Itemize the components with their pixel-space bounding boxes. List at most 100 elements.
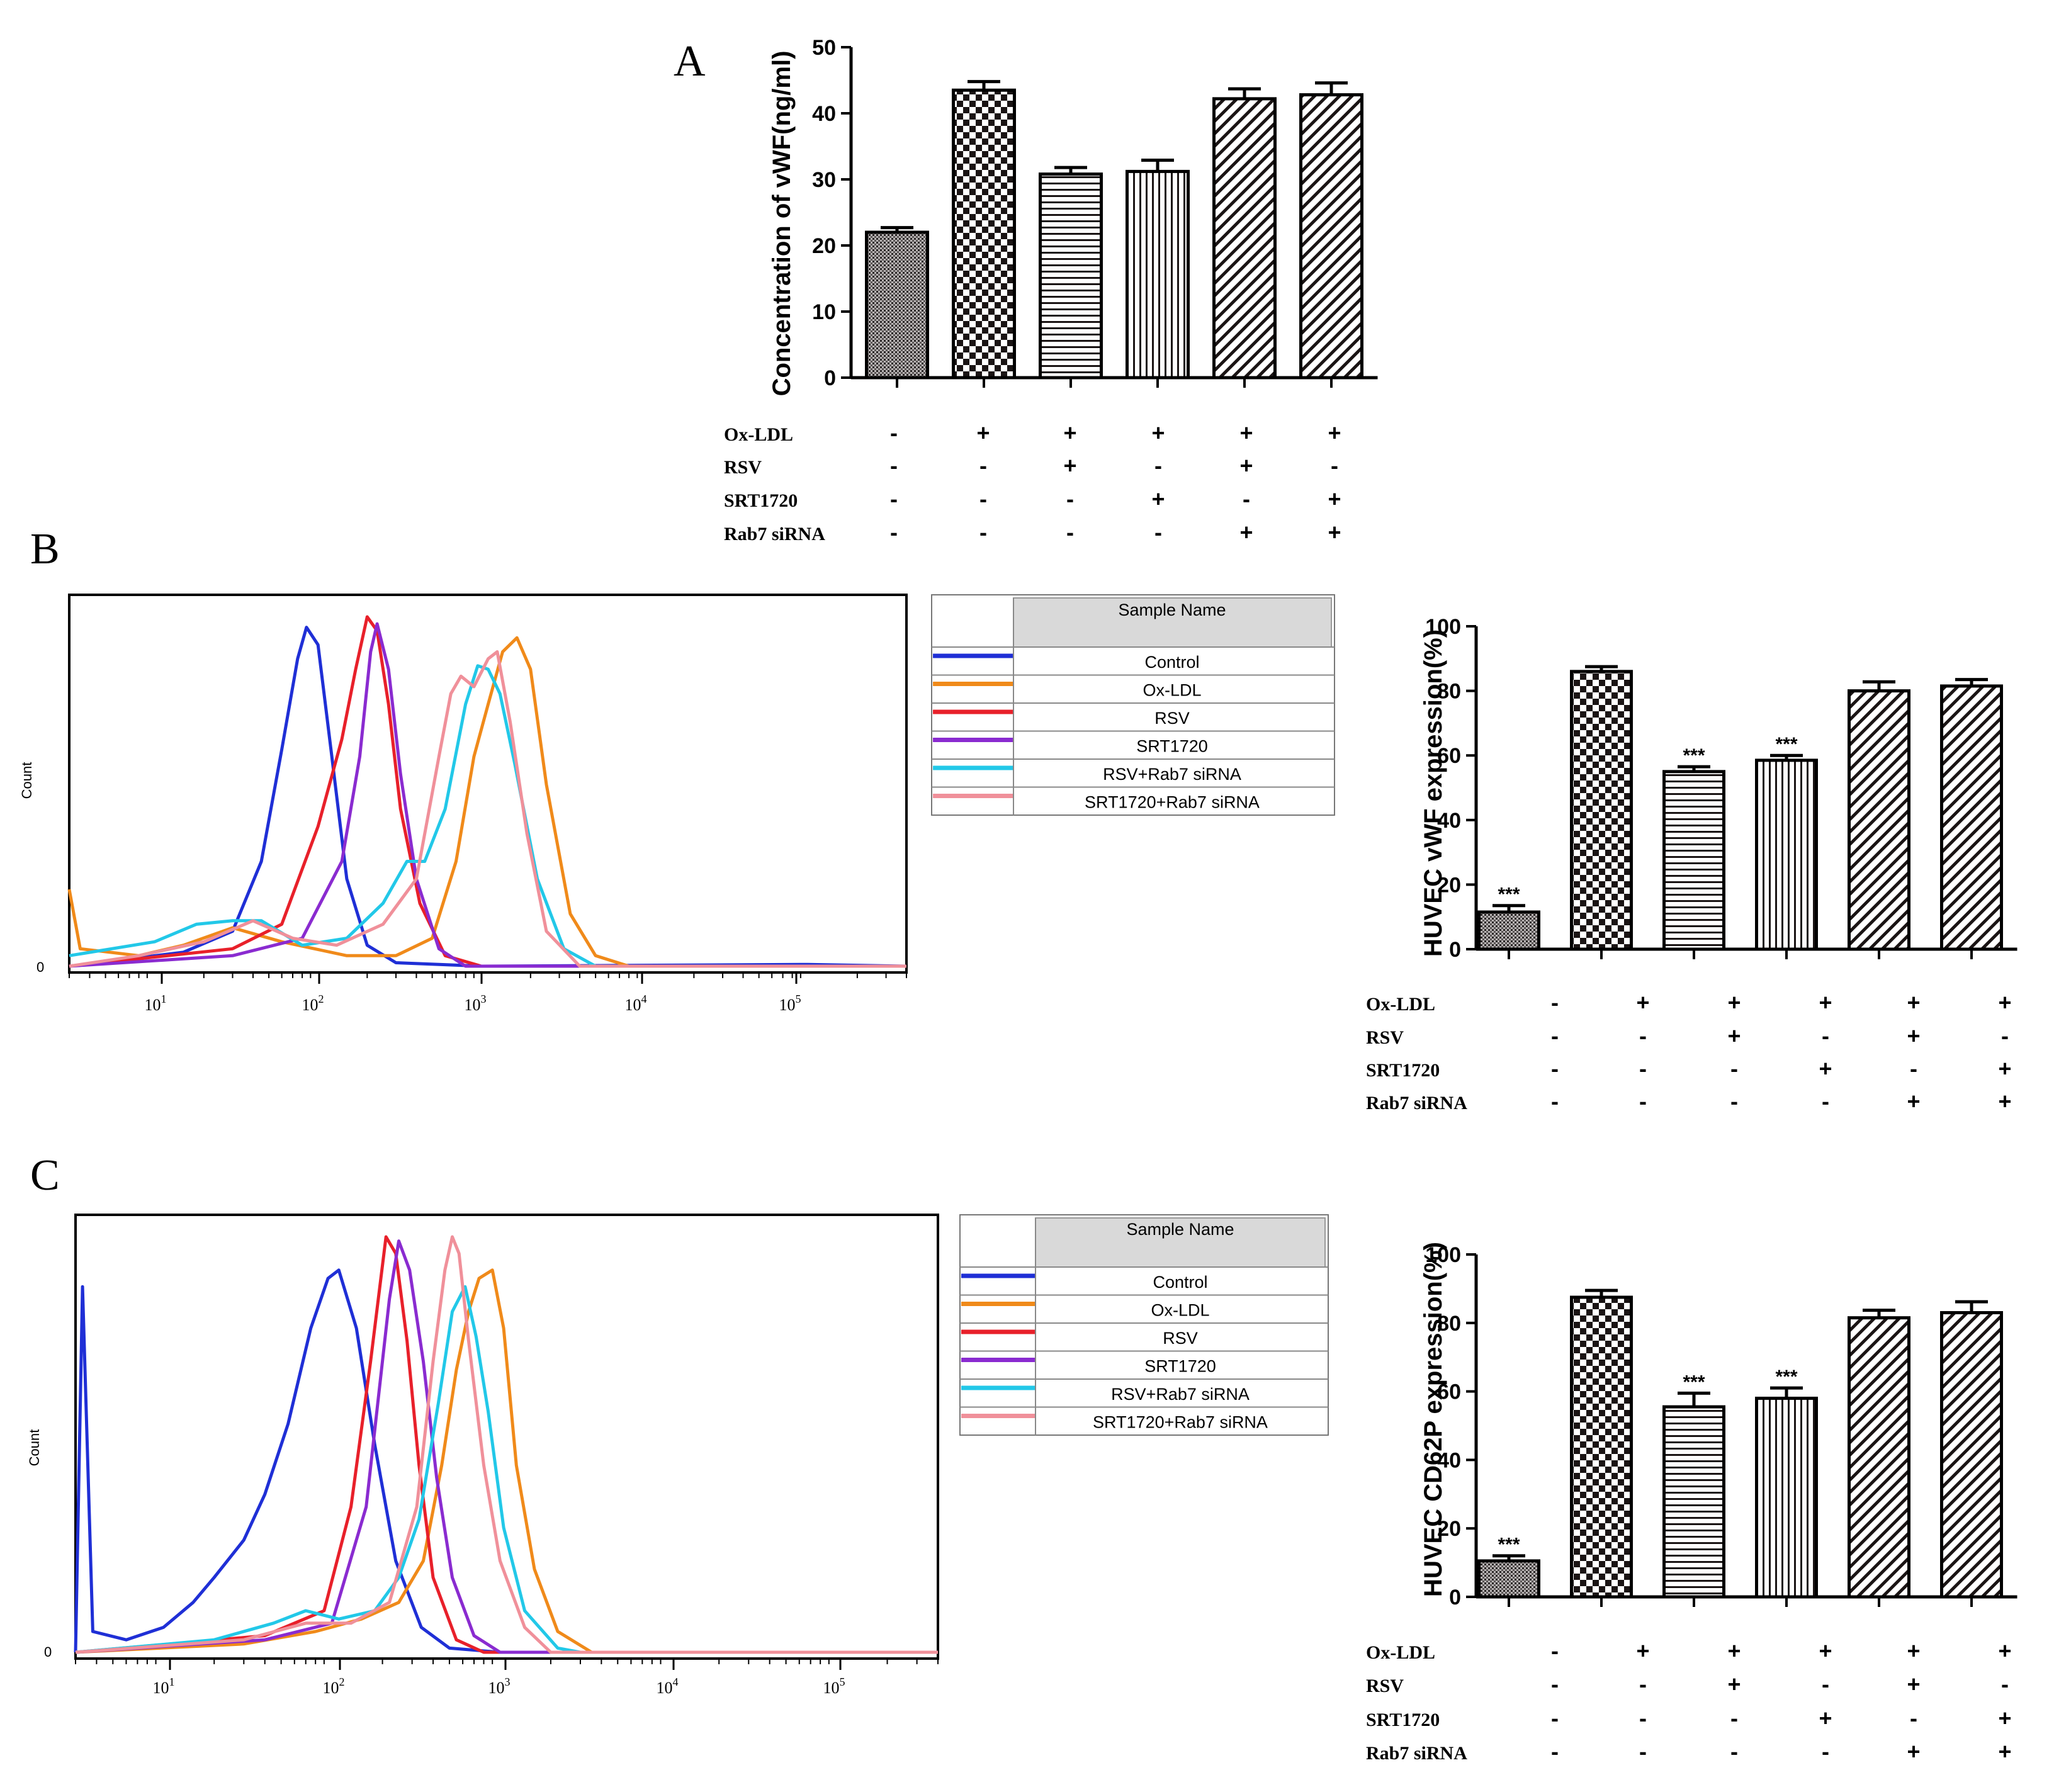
histogram-curve — [75, 1235, 938, 1654]
condition-sign: + — [1907, 1023, 1920, 1049]
bar — [1126, 169, 1190, 380]
condition-label: SRT1720 — [1366, 1710, 1440, 1730]
histogram-b: Count 0 Sample Name 101 102 103 104 105 Contr… — [19, 594, 1335, 1014]
condition-sign: + — [1328, 486, 1341, 512]
significance-stars: *** — [1775, 1367, 1797, 1387]
condition-sign: - — [2001, 1671, 2009, 1697]
histogram-curve — [75, 1268, 938, 1654]
panel-label-b: B — [30, 525, 60, 573]
condition-sign: + — [1239, 519, 1253, 545]
significance-stars: *** — [1775, 734, 1797, 755]
y-tick-label: 40 — [812, 102, 836, 126]
panel-label-c: C — [30, 1151, 60, 1200]
bar — [952, 88, 1016, 380]
condition-sign: + — [1907, 1738, 1920, 1764]
x-tick-label: 105 — [823, 1676, 845, 1697]
histogram-curve — [67, 636, 906, 968]
significance-stars: *** — [1498, 884, 1520, 905]
legend: Sample Name — [959, 1214, 1329, 1436]
condition-sign: - — [890, 420, 898, 446]
condition-sign: - — [1730, 1705, 1738, 1731]
bar — [1570, 670, 1633, 951]
condition-sign: - — [1551, 1023, 1559, 1049]
condition-sign: - — [1243, 486, 1250, 512]
condition-sign: + — [1907, 1671, 1920, 1697]
legend-entry: Ox-LDL — [1151, 1301, 1209, 1320]
condition-sign: - — [1551, 1738, 1559, 1764]
condition-sign: - — [1639, 1056, 1647, 1081]
y-axis-label-b: HUVEC vWF expression(%) — [1419, 629, 1447, 957]
legend-entry: RSV — [1154, 709, 1190, 728]
condition-sign: + — [1727, 1023, 1741, 1049]
y-tick-label: 100 — [1425, 615, 1461, 639]
condition-sign: - — [1730, 1738, 1738, 1764]
condition-sign: - — [1639, 1023, 1647, 1049]
significance-stars: *** — [1498, 1535, 1520, 1555]
condition-sign: - — [1822, 1088, 1829, 1114]
bar — [1477, 1559, 1540, 1599]
condition-sign: + — [1998, 1638, 2011, 1664]
condition-sign: + — [1151, 486, 1165, 512]
condition-sign: + — [1819, 989, 1832, 1015]
y-tick-label: 50 — [812, 36, 836, 60]
x-tick-label: 105 — [779, 993, 801, 1014]
y-axis-label-count: Count — [19, 762, 35, 799]
x-tick-label: 102 — [323, 1676, 345, 1697]
condition-sign: - — [1822, 1671, 1829, 1697]
condition-sign: - — [890, 486, 898, 512]
condition-sign: - — [1639, 1088, 1647, 1114]
legend-entry: SRT1720 — [1136, 737, 1208, 756]
y-tick-label: 80 — [1437, 1312, 1461, 1336]
condition-sign: - — [1551, 1705, 1559, 1731]
condition-sign: - — [1551, 1671, 1559, 1697]
condition-sign: - — [1551, 1638, 1559, 1664]
x-tick-label: 101 — [153, 1676, 175, 1697]
y-tick-label: 0 — [1449, 938, 1461, 962]
condition-label: Rab7 siRNA — [1366, 1743, 1467, 1764]
y-axis-label-count: Count — [26, 1429, 42, 1467]
y-tick-label: 80 — [1437, 680, 1461, 704]
condition-sign: - — [979, 519, 987, 545]
legend-entry: RSV+Rab7 siRNA — [1103, 765, 1241, 784]
histogram-curve — [75, 1285, 938, 1654]
bar — [1848, 689, 1910, 951]
bar — [1299, 93, 1363, 380]
significance-stars: *** — [1683, 1372, 1705, 1392]
y-tick-label: 20 — [812, 234, 836, 258]
condition-sign: - — [1639, 1671, 1647, 1697]
x-tick-label: 104 — [657, 1676, 679, 1697]
condition-sign: - — [1822, 1738, 1829, 1764]
histogram-frame — [68, 594, 908, 974]
panel-c: C HUVEC CD62P expression(%) 0 20 40 60 80 100… — [30, 1151, 2017, 1764]
condition-sign: - — [979, 486, 987, 512]
bar — [1940, 1310, 2003, 1599]
condition-sign: + — [1328, 420, 1341, 446]
condition-label: Rab7 siRNA — [724, 524, 825, 544]
histogram-c: Count 0 Sample Name 101 102 103 104 105 Contr… — [26, 1214, 1329, 1697]
legend-entry: SRT1720+Rab7 siRNA — [1093, 1413, 1268, 1432]
legend-header: Sample Name — [1118, 600, 1226, 619]
significance-stars: *** — [1683, 745, 1705, 766]
condition-sign: - — [1910, 1056, 1917, 1081]
condition-sign: + — [1239, 453, 1253, 478]
condition-sign: - — [1066, 486, 1074, 512]
legend-entry: RSV+Rab7 siRNA — [1111, 1385, 1250, 1404]
legend-entry: Control — [1153, 1273, 1207, 1292]
condition-sign: + — [1151, 420, 1165, 446]
histogram-curve — [69, 650, 906, 968]
y-tick-label: 10 — [812, 300, 836, 324]
y-axis-label-a: Concentration of vWF(ng/ml) — [768, 51, 796, 397]
y-tick-label: 30 — [812, 168, 836, 192]
condition-sign: - — [1066, 519, 1074, 545]
condition-sign: + — [1907, 1088, 1920, 1114]
bar — [865, 230, 929, 380]
condition-label: RSV — [724, 457, 762, 478]
bar — [1755, 758, 1818, 951]
condition-sign: + — [1907, 1638, 1920, 1664]
condition-label: SRT1720 — [1366, 1060, 1440, 1081]
y-tick-label: 60 — [1437, 1380, 1461, 1404]
x-tick-label: 101 — [145, 993, 167, 1014]
condition-sign: + — [1998, 1738, 2011, 1764]
condition-label: RSV — [1366, 1676, 1404, 1696]
